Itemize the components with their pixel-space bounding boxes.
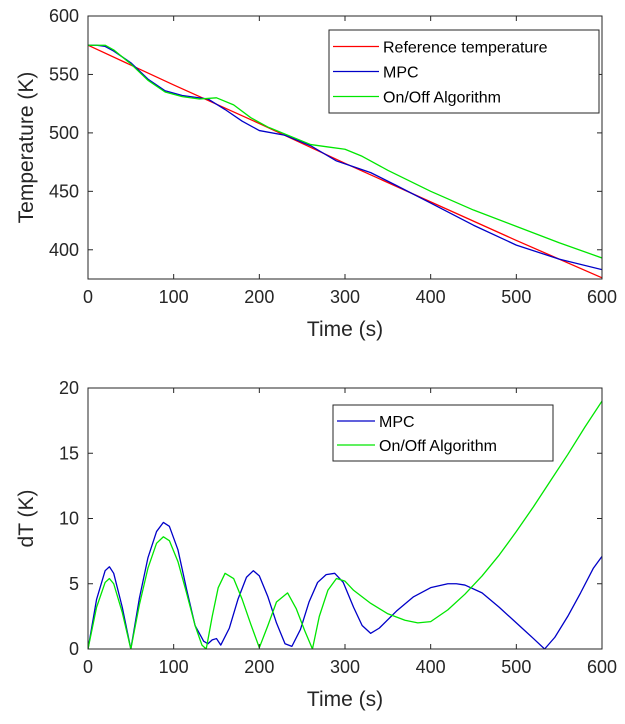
dt-x-tick-label: 200 (244, 657, 274, 677)
temperature-series-on-off-algorithm-line (88, 44, 602, 259)
dt-x-axis-label: Time (s) (307, 688, 383, 711)
temperature-y-axis-label: Temperature (K) (15, 72, 38, 224)
temperature-legend: Reference temperature MPC On/Off Algorithm (328, 29, 600, 114)
temperature-x-axis-label: Time (s) (307, 318, 383, 341)
temperature-legend-label-mpc: MPC (383, 65, 419, 82)
dt-x-tick-label: 600 (587, 657, 617, 677)
temperature-y-tick-label: 600 (49, 6, 79, 26)
dt-x-tick-label: 500 (501, 657, 531, 677)
dt-legend: MPC On/Off Algorithm (332, 404, 554, 462)
dt-y-tick-label: 0 (69, 639, 79, 659)
dt-y-tick-label: 5 (69, 574, 79, 594)
temperature-x-tick-label: 0 (83, 287, 93, 307)
dt-y-tick-label: 20 (59, 378, 79, 398)
temperature-x-tick-label: 200 (244, 287, 274, 307)
dt-legend-label-on-off-algorithm: On/Off Algorithm (379, 438, 497, 455)
dt-x-tick-label: 400 (416, 657, 446, 677)
dt-y-tick-label: 15 (59, 443, 79, 463)
temperature-legend-label-reference-temperature: Reference temperature (383, 40, 548, 57)
temperature-x-tick-label: 100 (159, 287, 189, 307)
temperature-y-tick-label: 500 (49, 123, 79, 143)
temperature-x-tick-label: 600 (587, 287, 617, 307)
temperature-x-tick-label: 300 (330, 287, 360, 307)
dt-chart: 0 100 200 300 400 500 600 0 5 10 15 20 Time (s) dT … (15, 378, 617, 711)
dt-legend-box (332, 404, 554, 462)
temperature-legend-label-on-off-algorithm: On/Off Algorithm (383, 90, 501, 107)
dt-series-on-off-algorithm-line (88, 400, 602, 649)
temperature-y-tick-label: 550 (49, 64, 79, 84)
temperature-x-tick-label: 500 (501, 287, 531, 307)
temperature-y-tick-label: 450 (49, 181, 79, 201)
dt-x-tick-label: 0 (83, 657, 93, 677)
dt-series-mpc-line (88, 521, 602, 649)
temperature-chart: 0 100 200 300 400 500 600 400 450 500 550 600 Time … (15, 6, 617, 341)
dt-y-axis-label: dT (K) (15, 490, 38, 548)
dt-y-tick-label: 10 (59, 509, 79, 529)
dt-x-tick-label: 100 (159, 657, 189, 677)
temperature-ticks: 0 100 200 300 400 500 600 400 450 500 550 600 (49, 6, 617, 307)
dt-x-tick-label: 300 (330, 657, 360, 677)
temperature-y-tick-label: 400 (49, 240, 79, 260)
temperature-x-tick-label: 400 (416, 287, 446, 307)
dt-ticks: 0 100 200 300 400 500 600 0 5 10 15 20 (59, 378, 617, 677)
temperature-series-layer (88, 44, 602, 279)
dt-legend-label-mpc: MPC (379, 414, 415, 431)
dt-series-layer (88, 400, 602, 649)
